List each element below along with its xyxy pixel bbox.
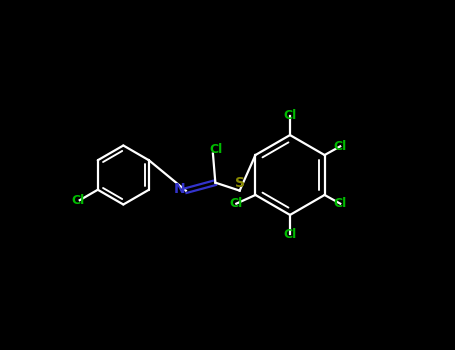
Text: Cl: Cl bbox=[334, 140, 347, 153]
Text: N: N bbox=[174, 182, 185, 196]
Text: S: S bbox=[235, 176, 245, 190]
Text: Cl: Cl bbox=[230, 197, 243, 210]
Text: Cl: Cl bbox=[283, 228, 297, 240]
Text: Cl: Cl bbox=[71, 194, 85, 206]
Text: Cl: Cl bbox=[334, 197, 347, 210]
Text: Cl: Cl bbox=[209, 143, 222, 156]
Text: Cl: Cl bbox=[283, 110, 297, 122]
